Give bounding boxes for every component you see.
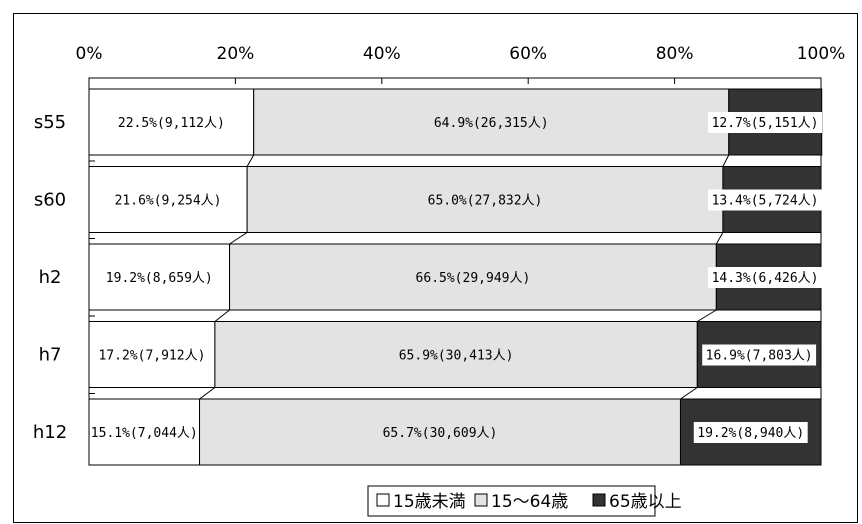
data-label: 15.1%(7,044人): [91, 426, 198, 441]
data-label-bg: [708, 189, 822, 211]
x-tick-label: 0%: [76, 44, 103, 64]
data-label: 65.7%(30,609人): [383, 426, 498, 441]
data-label: 17.2%(7,912人): [98, 349, 205, 364]
series-line: [680, 387, 698, 400]
data-label: 14.3%(6,426人): [712, 271, 819, 286]
data-label: 66.5%(29,949人): [416, 271, 531, 286]
bar-segment-s55-1: [88, 88, 255, 156]
data-label: 22.5%(9,112人): [118, 116, 225, 131]
bar-segment-h12-2: [199, 398, 681, 466]
data-label: 65.0%(27,832人): [428, 194, 543, 209]
series-line: [229, 232, 248, 245]
data-label-bg: [708, 112, 822, 133]
bar-segment-h2-1: [88, 243, 231, 311]
data-label-bg: [708, 267, 822, 288]
series-line: [722, 154, 730, 167]
data-label-bg: [702, 344, 817, 366]
x-tick-label: 80%: [656, 44, 694, 64]
legend-swatch-2: [474, 493, 488, 507]
legend-swatch-3: [592, 493, 606, 507]
data-label-bg: [693, 422, 808, 443]
category-label-s60: s60: [34, 190, 66, 211]
x-tick-label: 60%: [509, 44, 547, 64]
bar-segment-h7-1: [88, 321, 216, 388]
x-tick-label: 20%: [217, 44, 255, 64]
legend-label-2: 15～64歳: [491, 492, 568, 512]
data-label: 19.2%(8,659人): [106, 271, 213, 286]
category-label-s55: s55: [34, 112, 66, 133]
bar-segment-h12-1: [88, 398, 201, 466]
data-label: 64.9%(26,315人): [434, 116, 549, 131]
bar-segment-h2-2: [229, 243, 717, 311]
data-label: 16.9%(7,803人): [706, 349, 813, 364]
category-label-h12: h12: [33, 422, 67, 443]
bar-segment-s55-2: [253, 88, 730, 156]
legend-box: [367, 485, 656, 517]
category-label-h2: h2: [39, 267, 62, 288]
series-line: [214, 309, 230, 322]
data-label: 12.7%(5,151人): [712, 116, 819, 131]
legend-label-1: 15歳未満: [393, 492, 466, 512]
series-line: [199, 387, 216, 400]
series-line: [697, 309, 717, 322]
data-label: 21.6%(9,254人): [115, 194, 222, 209]
x-tick-label: 40%: [363, 44, 401, 64]
bar-segment-h7-2: [214, 321, 698, 388]
legend-swatch-1: [376, 493, 390, 507]
series-line: [246, 154, 255, 167]
series-line: [715, 232, 724, 245]
data-label: 65.9%(30,413人): [399, 349, 514, 364]
data-label: 19.2%(8,940人): [697, 426, 804, 441]
x-tick-label: 100%: [797, 44, 846, 64]
legend-label-3: 65歳以上: [609, 492, 682, 512]
category-label-h7: h7: [39, 345, 62, 366]
data-label: 13.4%(5,724人): [712, 194, 819, 209]
bar-segment-s60-2: [246, 166, 724, 233]
